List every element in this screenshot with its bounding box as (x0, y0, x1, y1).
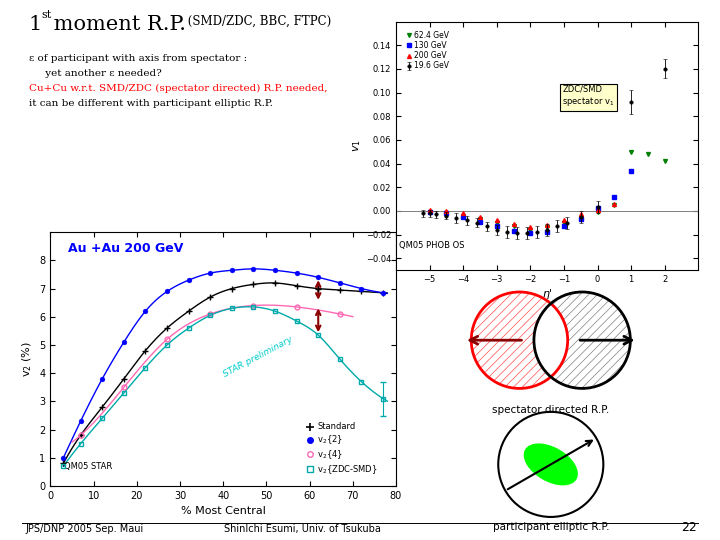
Line: 200 GeV: 200 GeV (428, 202, 616, 230)
Line: 130 GeV: 130 GeV (428, 168, 633, 235)
200 GeV (577, 211, 585, 218)
Text: st: st (42, 10, 52, 20)
130 GeV (509, 228, 518, 234)
130 GeV (426, 209, 434, 215)
130 GeV (526, 230, 535, 237)
62.4 GeV (492, 219, 501, 226)
200 GeV (459, 210, 467, 217)
Text: JPS/DNP 2005 Sep. Maui: JPS/DNP 2005 Sep. Maui (25, 523, 143, 534)
200 GeV (543, 222, 552, 228)
Text: spectator directed R.P.: spectator directed R.P. (492, 406, 609, 415)
200 GeV (593, 206, 602, 213)
62.4 GeV (442, 210, 451, 217)
200 GeV (509, 221, 518, 227)
Text: ShinIchi Esumi, Univ. of Tsukuba: ShinIchi Esumi, Univ. of Tsukuba (224, 523, 381, 534)
62.4 GeV (526, 227, 535, 233)
200 GeV (492, 217, 501, 224)
X-axis label: % Most Central: % Most Central (181, 507, 266, 516)
Text: Cu+Cu w.r.t. SMD/ZDC (spectator directed) R.P. needed,: Cu+Cu w.r.t. SMD/ZDC (spectator directed… (29, 84, 328, 93)
130 GeV (627, 167, 636, 174)
Text: QM05 PHOB OS: QM05 PHOB OS (399, 241, 464, 250)
130 GeV (593, 205, 602, 212)
130 GeV (442, 210, 451, 217)
Ellipse shape (523, 443, 578, 485)
130 GeV (543, 229, 552, 235)
Text: 1: 1 (29, 15, 42, 34)
Y-axis label: v$_2$ (%): v$_2$ (%) (20, 341, 34, 377)
200 GeV (610, 200, 618, 207)
X-axis label: η': η' (542, 289, 552, 299)
62.4 GeV (610, 202, 618, 208)
Text: it can be different with participant elliptic R.P.: it can be different with participant ell… (29, 99, 273, 109)
200 GeV (442, 207, 451, 214)
62.4 GeV (426, 209, 434, 215)
Text: (SMD/ZDC, BBC, FTPC): (SMD/ZDC, BBC, FTPC) (184, 15, 331, 28)
62.4 GeV (459, 212, 467, 219)
Text: 22: 22 (681, 521, 697, 534)
62.4 GeV (509, 223, 518, 230)
200 GeV (476, 213, 485, 220)
Y-axis label: v$_1$: v$_1$ (351, 139, 363, 152)
62.4 GeV (593, 209, 602, 215)
130 GeV (577, 216, 585, 222)
130 GeV (492, 223, 501, 230)
62.4 GeV (543, 224, 552, 231)
Text: participant elliptic R.P.: participant elliptic R.P. (492, 522, 609, 531)
Text: moment R.P.: moment R.P. (47, 15, 186, 34)
200 GeV (426, 206, 434, 213)
Line: 62.4 GeV: 62.4 GeV (428, 150, 667, 232)
62.4 GeV (660, 158, 669, 164)
Text: ε of participant with axis from spectator :: ε of participant with axis from spectato… (29, 54, 247, 63)
Text: STAR preliminary: STAR preliminary (222, 335, 294, 380)
62.4 GeV (627, 148, 636, 155)
Text: ZDC/SMD
spectator v$_1$: ZDC/SMD spectator v$_1$ (562, 84, 615, 108)
Text: yet another ε needed?: yet another ε needed? (29, 69, 161, 78)
62.4 GeV (559, 219, 568, 226)
200 GeV (526, 224, 535, 231)
Legend: 62.4 GeV, 130 GeV, 200 GeV, 19.6 GeV: 62.4 GeV, 130 GeV, 200 GeV, 19.6 GeV (403, 28, 452, 73)
130 GeV (610, 193, 618, 200)
130 GeV (476, 218, 485, 225)
130 GeV (459, 213, 467, 220)
Legend: Standard, v$_2${2}, v$_2${4}, v$_2${ZDC-SMD}: Standard, v$_2${2}, v$_2${4}, v$_2${ZDC-… (302, 419, 382, 480)
62.4 GeV (476, 216, 485, 222)
62.4 GeV (644, 151, 652, 157)
62.4 GeV (577, 215, 585, 221)
200 GeV (559, 217, 568, 224)
Text: Au +Au 200 GeV: Au +Au 200 GeV (68, 242, 183, 255)
130 GeV (559, 223, 568, 230)
Text: QM05 STAR: QM05 STAR (64, 462, 112, 471)
